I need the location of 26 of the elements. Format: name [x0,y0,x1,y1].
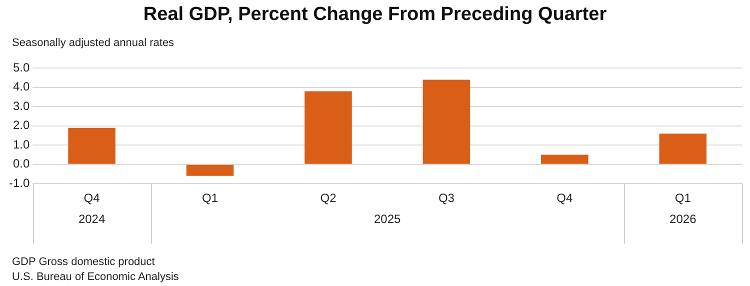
x-tick-label: Q4 [84,191,100,206]
y-tick-label: 5.0 [12,60,30,75]
x-tick-label: Q1 [202,191,218,206]
text: 2024 [78,212,106,226]
bar [659,134,707,164]
bar [541,154,588,164]
y-tick-label: 3.0 [12,98,30,113]
y-axis-title: Seasonally adjusted annual rates [12,37,174,49]
y-tick-label: 2.0 [12,118,30,132]
text: U.S. Bureau of Economic Analysis [12,271,179,283]
text: 2025 [374,212,402,226]
x-tick-label: Q4 [556,191,573,206]
bar [186,164,234,176]
y-tick-label: 0.0 [12,156,30,171]
y-tick-label: 1.0 [12,137,30,152]
x-tick-label: Q2 [320,191,337,206]
bar [422,80,470,164]
chart-title: Real GDP, Percent Change From Preceding Quarter [142,4,608,26]
text: 2026 [670,212,697,226]
bar [304,91,352,164]
text: GDP Gross domestic product [12,256,155,268]
x-tick-label: Q1 [674,191,692,206]
bar [68,128,116,164]
y-tick-label: -1.0 [8,176,30,190]
y-tick-label: 4.0 [12,80,30,94]
x-tick-label: Q3 [438,191,455,206]
